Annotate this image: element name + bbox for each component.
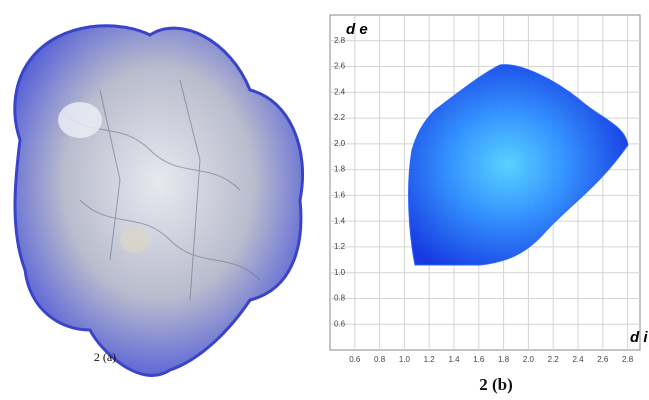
surface-shape bbox=[15, 26, 303, 376]
x-tick-label: 2.0 bbox=[523, 355, 535, 364]
x-tick-label: 1.2 bbox=[424, 355, 436, 364]
x-tick-label: 2.4 bbox=[572, 355, 584, 364]
caption-b: 2 (b) bbox=[479, 375, 513, 394]
x-tick-label: 0.6 bbox=[349, 355, 361, 364]
y-tick-label: 0.6 bbox=[334, 319, 346, 328]
y-tick-label: 2.8 bbox=[334, 36, 346, 45]
x-tick-label: 2.8 bbox=[622, 355, 634, 364]
y-tick-label: 2.0 bbox=[334, 139, 346, 148]
x-tick-label: 1.4 bbox=[448, 355, 460, 364]
surface-highlight bbox=[58, 102, 102, 138]
y-axis-label: d e bbox=[346, 21, 368, 38]
page: 2 (a) 0.6 0.8 1.0 1.2 1.4 1.6 1.8 2.0 2.2 2.4 2.6 2… bbox=[0, 0, 649, 400]
x-tick-label: 2.2 bbox=[548, 355, 560, 364]
y-tick-label: 2.4 bbox=[334, 87, 346, 96]
y-tick-label: 1.2 bbox=[334, 242, 346, 251]
x-tick-label: 1.8 bbox=[498, 355, 510, 364]
y-tick-label: 1.6 bbox=[334, 190, 346, 199]
y-tick-label: 2.6 bbox=[334, 62, 346, 71]
caption-a: 2 (a) bbox=[94, 350, 116, 364]
surface-spot bbox=[120, 227, 150, 253]
hirshfeld-surface: 2 (a) bbox=[15, 26, 303, 376]
figure: 2 (a) 0.6 0.8 1.0 1.2 1.4 1.6 1.8 2.0 2.2 2.4 2.6 2… bbox=[0, 0, 649, 400]
y-tick-label: 0.8 bbox=[334, 294, 346, 303]
x-tick-label: 1.0 bbox=[399, 355, 411, 364]
x-tick-label: 2.6 bbox=[597, 355, 609, 364]
y-tick-label: 1.8 bbox=[334, 165, 346, 174]
y-tick-label: 2.2 bbox=[334, 113, 346, 122]
y-tick-label: 1.4 bbox=[334, 216, 346, 225]
y-tick-label: 1.0 bbox=[334, 268, 346, 277]
x-tick-label: 1.6 bbox=[473, 355, 485, 364]
x-tick-label: 0.8 bbox=[374, 355, 386, 364]
x-axis-label: d i bbox=[630, 329, 648, 346]
